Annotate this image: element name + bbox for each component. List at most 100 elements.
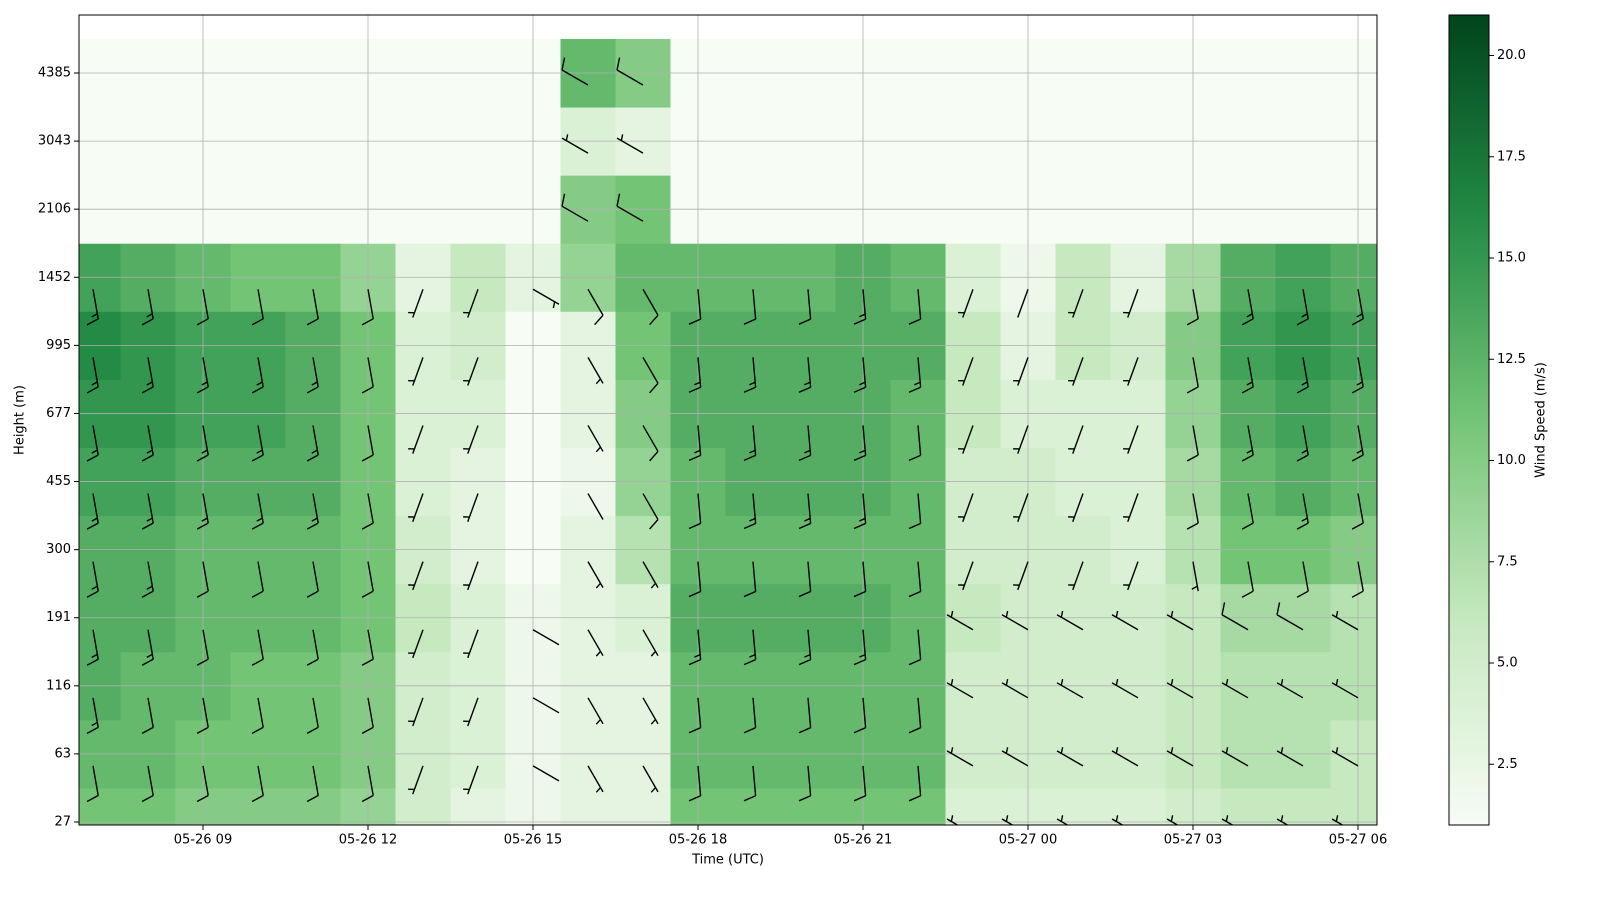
wind-barb [908, 561, 922, 598]
wind-barb [361, 357, 374, 394]
heat-cell [945, 787, 1001, 825]
wind-barb [141, 765, 154, 803]
colorbar-label: Wind Speed (m/s) [1534, 362, 1549, 478]
wind-barb [1186, 425, 1199, 462]
wind-barb [86, 765, 99, 803]
wind-barb [642, 357, 659, 394]
wind-barb [743, 493, 757, 530]
colorbar-tick-label: 20.0 [1497, 48, 1526, 63]
heat-cell [79, 787, 121, 825]
wind-barb [688, 425, 702, 462]
wind-barb [908, 289, 922, 325]
wind-barb [86, 493, 99, 530]
wind-barb [958, 289, 974, 318]
wind-barb [1221, 602, 1249, 631]
wind-barb [1296, 425, 1309, 462]
wind-barb [196, 629, 209, 666]
wind-barb [958, 561, 974, 591]
wind-barb [141, 357, 154, 394]
wind-barb [688, 357, 702, 393]
wind-barb [853, 493, 867, 530]
wind-barb [688, 765, 702, 802]
colorbar-tick-label: 2.5 [1497, 757, 1518, 772]
heat-cell [1055, 787, 1111, 825]
colorbar-tick-label: 17.5 [1497, 149, 1526, 164]
wind-barb [196, 425, 209, 462]
wind-barb [86, 697, 99, 735]
wind-barb [688, 561, 702, 598]
y-tick-label: 3043 [38, 134, 71, 149]
wind-barb [1276, 747, 1304, 767]
wind-barb [1221, 678, 1249, 699]
wind-barb [946, 610, 974, 631]
wind-barb [1013, 357, 1029, 386]
wind-barb [958, 493, 974, 522]
wind-barb [1241, 425, 1254, 462]
wind-barb [1123, 357, 1139, 386]
wind-barb [587, 425, 604, 453]
wind-barb [798, 697, 812, 734]
wind-barb [688, 629, 702, 666]
wind-barb [463, 697, 479, 727]
wind-barb [587, 629, 604, 657]
wind-barb [361, 765, 374, 803]
heat-cell [780, 787, 836, 825]
heat-cell [285, 787, 341, 825]
wind-barb [1068, 289, 1084, 318]
wind-barb [196, 493, 209, 530]
wind-barb [1351, 561, 1364, 598]
wind-barb [1123, 289, 1139, 318]
wind-barb [1351, 425, 1364, 462]
wind-barb [743, 697, 757, 734]
wind-barb [1186, 493, 1199, 530]
wind-barb [1056, 815, 1069, 825]
wind-barb [361, 629, 374, 666]
wind-barb [853, 765, 867, 802]
wind-barb [196, 765, 209, 803]
wind-barb [853, 629, 867, 666]
wind-barb [561, 193, 589, 222]
wind-barb [141, 289, 154, 326]
colorbar-tick-label: 15.0 [1497, 251, 1526, 266]
x-tick-label: 05-26 09 [174, 833, 232, 848]
wind-barb [1166, 678, 1194, 699]
wind-barb [946, 678, 974, 699]
wind-barb [306, 493, 319, 530]
wind-barb [306, 289, 319, 326]
wind-barb [196, 697, 209, 735]
wind-barb [908, 425, 922, 462]
wind-barb [561, 134, 589, 154]
wind-barb [463, 425, 479, 454]
x-axis-label: Time (UTC) [691, 853, 764, 868]
wind-barb [408, 765, 424, 795]
wind-barb [141, 425, 154, 462]
wind-barb [361, 561, 374, 598]
heat-cell [1110, 787, 1166, 825]
wind-barb [408, 629, 424, 659]
wind-barb [1068, 425, 1084, 454]
wind-barb [1351, 357, 1364, 394]
wind-barb [642, 493, 659, 530]
wind-barb [1351, 493, 1364, 530]
wind-barb [1191, 561, 1199, 592]
wind-barb [642, 561, 659, 589]
wind-barb [587, 765, 604, 793]
wind-barb [743, 765, 757, 802]
wind-barb [1056, 610, 1084, 631]
wind-barb [1331, 610, 1359, 631]
wind-barb [306, 561, 319, 598]
wind-barb [196, 357, 209, 394]
wind-barb [616, 193, 644, 222]
x-tick-label: 05-27 00 [999, 833, 1057, 848]
wind-barb [688, 493, 702, 530]
wind-barb [306, 629, 319, 666]
wind-barb [1296, 493, 1309, 530]
wind-barb [688, 697, 702, 734]
y-axis-label: Height (m) [13, 385, 28, 455]
wind-barb [1351, 289, 1364, 326]
wind-barb [1186, 357, 1199, 394]
heat-cell [230, 787, 286, 825]
wind-barb [463, 289, 479, 318]
wind-barb [1166, 610, 1194, 631]
wind-barb [958, 425, 974, 454]
